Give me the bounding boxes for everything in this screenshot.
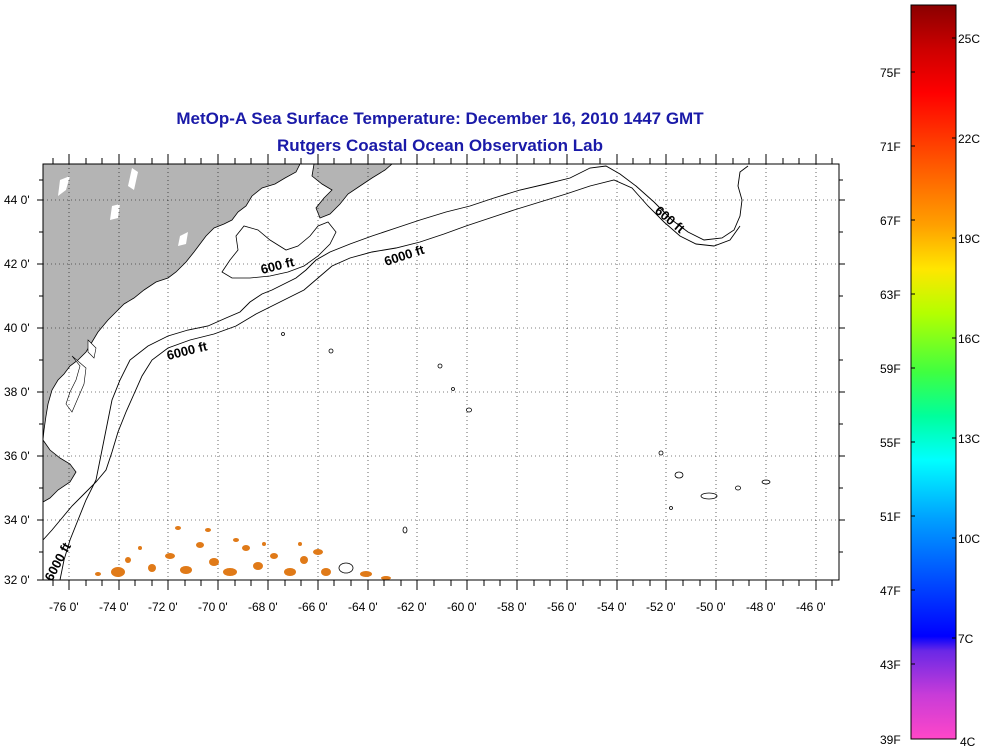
map-subtitle: Rutgers Coastal Ocean Observation Lab bbox=[277, 136, 603, 155]
colorbar-c-label: 19C bbox=[958, 232, 980, 246]
colorbar-c-label: 10C bbox=[958, 532, 980, 546]
colorbar-c-label: 4C bbox=[960, 735, 976, 749]
colorbar-f-label: 47F bbox=[880, 584, 901, 598]
lat-label: 42 0' bbox=[4, 257, 30, 271]
lon-label: -76 0' bbox=[49, 600, 79, 614]
lon-label: -60 0' bbox=[447, 600, 477, 614]
colorbar-gradient bbox=[910, 4, 957, 740]
lon-label: -68 0' bbox=[248, 600, 278, 614]
lat-label: 44 0' bbox=[4, 193, 30, 207]
lon-label: -72 0' bbox=[148, 600, 178, 614]
map-frame bbox=[42, 163, 840, 581]
colorbar-f-label: 59F bbox=[880, 362, 901, 376]
graticule bbox=[43, 164, 839, 580]
lon-label: -56 0' bbox=[547, 600, 577, 614]
lon-label: -74 0' bbox=[99, 600, 129, 614]
lat-labels: 44 0' 42 0' 40 0' 38 0' 36 0' 34 0' 32 0… bbox=[4, 193, 30, 587]
colorbar-f-label: 51F bbox=[880, 510, 901, 524]
isobath-6000ft bbox=[43, 179, 741, 541]
lon-label: -54 0' bbox=[597, 600, 627, 614]
land-mass bbox=[311, 164, 393, 219]
colorbar-f-label: 55F bbox=[880, 436, 901, 450]
lon-label: -48 0' bbox=[746, 600, 776, 614]
map-title: MetOp-A Sea Surface Temperature: Decembe… bbox=[176, 109, 704, 128]
lon-label: -52 0' bbox=[646, 600, 676, 614]
colorbar-c-label: 22C bbox=[958, 132, 980, 146]
lat-label: 36 0' bbox=[4, 449, 30, 463]
colorbar-f-label: 71F bbox=[880, 140, 901, 154]
lat-label: 32 0' bbox=[4, 573, 30, 587]
lon-labels: -76 0' -74 0' -72 0' -70 0' -68 0' -66 0… bbox=[49, 600, 826, 614]
lat-label: 38 0' bbox=[4, 385, 30, 399]
colorbar-c-label: 25C bbox=[958, 32, 980, 46]
colorbar-f-label: 75F bbox=[880, 66, 901, 80]
lon-label: -50 0' bbox=[696, 600, 726, 614]
colorbar-f-label: 63F bbox=[880, 288, 901, 302]
colorbar-f-label: 39F bbox=[880, 733, 901, 747]
lon-label: -64 0' bbox=[348, 600, 378, 614]
lon-label: -46 0' bbox=[796, 600, 826, 614]
land-mass bbox=[43, 164, 301, 441]
seamount-contours bbox=[281, 332, 771, 574]
colorbar: 75F 71F 67F 63F 59F 55F 51F 47F 43F 39F … bbox=[880, 4, 980, 749]
isobath-600ft bbox=[59, 165, 749, 580]
sst-data-patches bbox=[95, 526, 391, 580]
colorbar-c-label: 7C bbox=[958, 632, 974, 646]
lon-label: -70 0' bbox=[198, 600, 228, 614]
land-mass bbox=[43, 439, 77, 503]
lat-label: 40 0' bbox=[4, 321, 30, 335]
lat-label: 34 0' bbox=[4, 513, 30, 527]
axis-ticks bbox=[37, 154, 845, 590]
colorbar-f-label: 43F bbox=[880, 658, 901, 672]
lon-label: -66 0' bbox=[298, 600, 328, 614]
lon-label: -62 0' bbox=[397, 600, 427, 614]
colorbar-c-label: 13C bbox=[958, 432, 980, 446]
colorbar-c-label: 16C bbox=[958, 332, 980, 346]
lon-label: -58 0' bbox=[497, 600, 527, 614]
colorbar-f-label: 67F bbox=[880, 214, 901, 228]
map-area: 600 ft 6000 ft 6000 ft 600 ft 6000 ft bbox=[43, 164, 839, 580]
